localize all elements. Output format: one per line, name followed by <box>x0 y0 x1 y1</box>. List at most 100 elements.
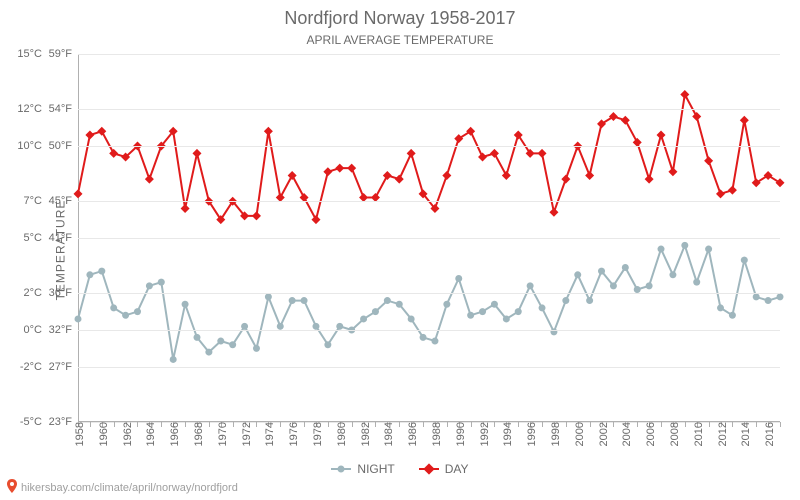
marker-night <box>134 308 141 315</box>
marker-day <box>192 149 201 158</box>
x-tick-mark <box>637 422 638 427</box>
page-title: Nordfjord Norway 1958-2017 <box>0 0 800 29</box>
marker-night <box>182 301 189 308</box>
y-tick-fahrenheit: 32°F <box>49 324 78 336</box>
marker-day <box>145 175 154 184</box>
marker-day <box>311 215 320 224</box>
chart-area: -5°C23°F-2°C27°F0°C32°F2°C36°F5°C41°F7°C… <box>78 54 780 422</box>
y-tick-fahrenheit: 45°F <box>49 195 78 207</box>
legend-swatch <box>419 468 439 470</box>
x-tick-mark <box>494 422 495 427</box>
marker-day <box>347 164 356 173</box>
marker-night <box>86 271 93 278</box>
x-tick-mark <box>518 422 519 427</box>
marker-day <box>323 167 332 176</box>
x-tick-mark <box>209 422 210 427</box>
marker-day <box>502 171 511 180</box>
marker-day <box>597 119 606 128</box>
marker-night <box>562 297 569 304</box>
x-tick-label: 1966 <box>165 422 181 446</box>
marker-day <box>764 171 773 180</box>
marker-night <box>669 271 676 278</box>
marker-night <box>217 338 224 345</box>
y-tick-fahrenheit: 41°F <box>49 232 78 244</box>
gridline <box>78 146 780 147</box>
marker-night <box>646 282 653 289</box>
x-tick-label: 1990 <box>451 422 467 446</box>
marker-night <box>241 323 248 330</box>
marker-night <box>539 304 546 311</box>
x-tick-mark <box>447 422 448 427</box>
marker-night <box>265 293 272 300</box>
x-tick-label: 1980 <box>332 422 348 446</box>
marker-day <box>109 149 118 158</box>
marker-night <box>693 279 700 286</box>
x-tick-label: 1970 <box>213 422 229 446</box>
marker-night <box>479 308 486 315</box>
marker-night <box>110 304 117 311</box>
x-tick-label: 1988 <box>427 422 443 446</box>
x-tick-mark <box>233 422 234 427</box>
x-tick-mark <box>590 422 591 427</box>
y-axis-label: TEMPERATURE <box>53 200 67 301</box>
x-tick-mark <box>709 422 710 427</box>
x-tick-label: 2010 <box>689 422 705 446</box>
x-tick-label: 1968 <box>189 422 205 446</box>
gridline <box>78 367 780 368</box>
marker-day <box>442 171 451 180</box>
marker-day <box>490 149 499 158</box>
x-tick-mark <box>566 422 567 427</box>
x-tick-mark <box>328 422 329 427</box>
marker-day <box>716 189 725 198</box>
marker-night <box>491 301 498 308</box>
marker-night <box>205 349 212 356</box>
x-tick-mark <box>90 422 91 427</box>
x-tick-label: 1994 <box>498 422 514 446</box>
marker-night <box>622 264 629 271</box>
marker-night <box>705 246 712 253</box>
marker-night <box>384 297 391 304</box>
marker-night <box>574 271 581 278</box>
x-tick-mark <box>471 422 472 427</box>
marker-day <box>621 116 630 125</box>
marker-night <box>324 341 331 348</box>
marker-night <box>75 315 82 322</box>
marker-night <box>634 286 641 293</box>
marker-night <box>146 282 153 289</box>
marker-night <box>717 304 724 311</box>
marker-day <box>776 178 785 187</box>
x-tick-mark <box>375 422 376 427</box>
marker-day <box>740 116 749 125</box>
attribution: hikersbay.com/climate/april/norway/nordf… <box>6 479 238 496</box>
x-tick-mark <box>399 422 400 427</box>
marker-night <box>360 315 367 322</box>
marker-night <box>741 257 748 264</box>
x-tick-mark <box>685 422 686 427</box>
gridline <box>78 109 780 110</box>
x-tick-label: 2012 <box>713 422 729 446</box>
legend-swatch <box>331 468 351 470</box>
x-tick-label: 1960 <box>94 422 110 446</box>
marker-night <box>729 312 736 319</box>
y-tick-fahrenheit: 27°F <box>49 361 78 373</box>
marker-night <box>610 282 617 289</box>
marker-day <box>466 127 475 136</box>
legend-marker-icon <box>338 466 345 473</box>
x-tick-mark <box>114 422 115 427</box>
x-tick-label: 1984 <box>379 422 395 446</box>
marker-day <box>264 127 273 136</box>
x-tick-label: 1982 <box>356 422 372 446</box>
marker-day <box>657 130 666 139</box>
marker-night <box>753 293 760 300</box>
x-tick-label: 1992 <box>475 422 491 446</box>
marker-day <box>561 175 570 184</box>
x-tick-label: 1962 <box>118 422 134 446</box>
y-tick-fahrenheit: 36°F <box>49 287 78 299</box>
marker-night <box>431 338 438 345</box>
marker-night <box>301 297 308 304</box>
marker-day <box>288 171 297 180</box>
x-tick-label: 2004 <box>617 422 633 446</box>
legend-item-night: NIGHT <box>331 462 394 476</box>
x-tick-mark <box>661 422 662 427</box>
x-tick-label: 2016 <box>760 422 776 446</box>
